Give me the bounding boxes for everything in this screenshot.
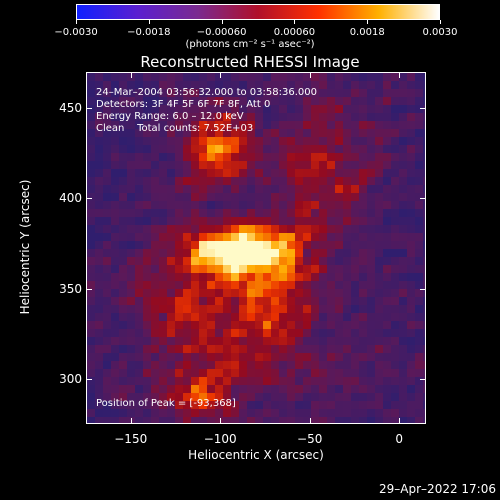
y-tick-label: 300 — [59, 371, 82, 386]
x-tick-mark — [399, 418, 401, 424]
y-tick-mark — [86, 378, 92, 380]
annotation-time-range: 24–Mar–2004 03:56:32.000 to 03:58:36.000 — [96, 87, 317, 98]
y-axis-label: Heliocentric Y (arcsec) — [18, 179, 32, 315]
x-tick-label: −100 — [203, 432, 237, 446]
colorbar-tick-label: 0.0018 — [349, 27, 385, 38]
image-title: Reconstructed RHESSI Image — [140, 53, 360, 71]
x-tick-label: −150 — [114, 432, 148, 446]
x-axis-label: Heliocentric X (arcsec) — [188, 448, 324, 462]
x-tick-mark — [399, 72, 401, 78]
y-tick-label: 400 — [59, 191, 82, 206]
y-tick-mark — [86, 288, 92, 290]
colorbar-tick-label: −0.0030 — [54, 27, 98, 38]
x-tick-mark — [309, 418, 311, 424]
x-tick-mark — [130, 72, 132, 78]
x-tick-mark — [220, 72, 222, 78]
annotation-clean-counts: Clean Total counts: 7.52E+03 — [96, 123, 254, 134]
colorbar-tick-mark — [221, 20, 223, 24]
colorbar-tick-mark — [367, 20, 369, 24]
annotation-peak-position: Position of Peak = [-93,368] — [96, 398, 236, 409]
y-tick-mark — [86, 108, 92, 110]
y-tick-mark — [420, 378, 426, 380]
y-tick-mark — [86, 198, 92, 200]
solar-flare-image — [87, 73, 425, 423]
x-tick-label: 0 — [395, 432, 403, 446]
annotation-energy-range: Energy Range: 6.0 – 12.0 keV — [96, 111, 244, 122]
y-tick-mark — [420, 198, 426, 200]
colorbar-tick-mark — [76, 20, 77, 24]
y-tick-mark — [420, 288, 426, 290]
y-tick-label: 350 — [59, 281, 82, 296]
x-tick-mark — [220, 418, 222, 424]
x-tick-label: −50 — [297, 432, 323, 446]
colorbar-tick-label: 0.0030 — [422, 27, 458, 38]
colorbar-tick-label: 0.00060 — [273, 27, 316, 38]
render-timestamp: 29–Apr–2022 17:06 — [379, 482, 496, 496]
colorbar-tick-mark — [148, 20, 150, 24]
colorbar-tick-mark — [294, 20, 296, 24]
colorbar-tick-label: −0.0018 — [127, 27, 171, 38]
annotation-detectors: Detectors: 3F 4F 5F 6F 7F 8F, Att 0 — [96, 99, 271, 110]
x-tick-mark — [130, 418, 132, 424]
y-tick-label: 450 — [59, 101, 82, 116]
colorbar-unit-label: (photons cm⁻² s⁻¹ asec⁻²) — [185, 39, 315, 50]
x-tick-mark — [309, 72, 311, 78]
rhessi-image-panel: 24–Mar–2004 03:56:32.000 to 03:58:36.000… — [86, 72, 426, 424]
y-tick-mark — [420, 108, 426, 110]
colorbar-tick-label: −0.00060 — [196, 27, 247, 38]
colorbar — [76, 4, 440, 20]
colorbar-tick-mark — [440, 20, 441, 24]
